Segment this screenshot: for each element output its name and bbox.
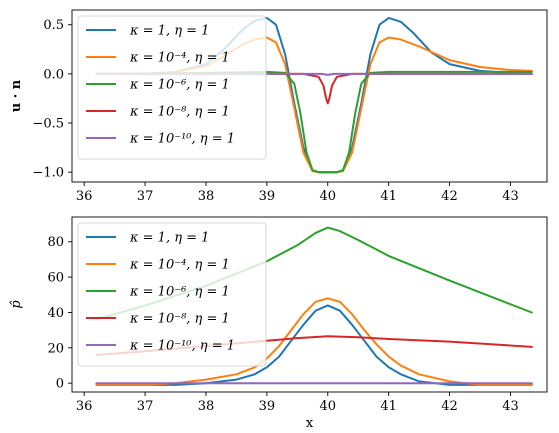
- y-tick-label: 0: [56, 377, 64, 392]
- legend-entry: κ = 10⁻⁶, η = 1: [129, 78, 230, 93]
- y-tick-label: 0.0: [43, 67, 64, 82]
- legend-entry: κ = 10⁻¹⁰, η = 1: [129, 339, 235, 354]
- legend-entry: κ = 10⁻⁶, η = 1: [129, 285, 230, 300]
- x-tick-label: 38: [198, 399, 215, 414]
- legend-box: [77, 15, 267, 160]
- series-line-0: [95, 304, 533, 386]
- y-axis-label: u · n: [9, 79, 24, 112]
- series-line-3: [95, 72, 533, 105]
- legend-entry: κ = 10⁻⁸, η = 1: [129, 312, 230, 327]
- x-tick-label: 41: [380, 399, 397, 414]
- y-axis-label: p̂: [9, 300, 24, 309]
- y-tick-label: 60: [47, 271, 64, 286]
- y-tick-label: −0.5: [32, 117, 64, 132]
- panel-bottom: 36 37 38 39 40 41 42 43 0 20 40 60 80 p̂ x κ = 1, η = 1…: [9, 216, 548, 431]
- legend-entry: κ = 10⁻⁴, η = 1: [129, 51, 230, 66]
- legend: κ = 1, η = 1 κ = 10⁻⁴, η = 1 κ = 10⁻⁶, η =…: [77, 15, 267, 160]
- y-tick-label: −1.0: [32, 166, 64, 181]
- legend: κ = 1, η = 1 κ = 10⁻⁴, η = 1 κ = 10⁻⁶, η =…: [77, 222, 267, 367]
- series-line-1: [95, 297, 533, 386]
- legend-entry: κ = 10⁻⁴, η = 1: [129, 258, 230, 273]
- axes-frame: [71, 9, 548, 183]
- legend-entry: κ = 10⁻⁸, η = 1: [129, 105, 230, 120]
- x-tick-label: 43: [502, 189, 519, 204]
- x-tick-label: 42: [441, 399, 458, 414]
- x-tick-label: 38: [198, 189, 215, 204]
- y-tick-label: 40: [47, 306, 64, 321]
- x-tick-label: 39: [259, 189, 276, 204]
- x-tick-label: 37: [137, 399, 154, 414]
- x-tick-label: 36: [76, 189, 93, 204]
- x-tick-label: 40: [319, 189, 336, 204]
- x-tick-label: 43: [502, 399, 519, 414]
- x-tick-label: 39: [259, 399, 276, 414]
- legend-entry: κ = 1, η = 1: [129, 231, 209, 246]
- x-axis-label: x: [306, 416, 314, 431]
- legend-entry: κ = 10⁻¹⁰, η = 1: [129, 132, 235, 147]
- panel-top: 36 37 38 39 40 41 42 43 −1.0 −0.5 0.0 0.5 u · n κ = 1…: [9, 9, 548, 204]
- x-tick-label: 37: [137, 189, 154, 204]
- legend-box: [77, 222, 267, 367]
- x-tick-label: 40: [319, 399, 336, 414]
- x-tick-label: 42: [441, 189, 458, 204]
- y-tick-label: 20: [47, 341, 64, 356]
- x-tick-label: 36: [76, 399, 93, 414]
- axes-frame: [71, 216, 548, 393]
- x-tick-label: 41: [380, 189, 397, 204]
- y-tick-label: 80: [47, 235, 64, 250]
- y-tick-label: 0.5: [43, 18, 64, 33]
- legend-entry: κ = 1, η = 1: [129, 24, 209, 39]
